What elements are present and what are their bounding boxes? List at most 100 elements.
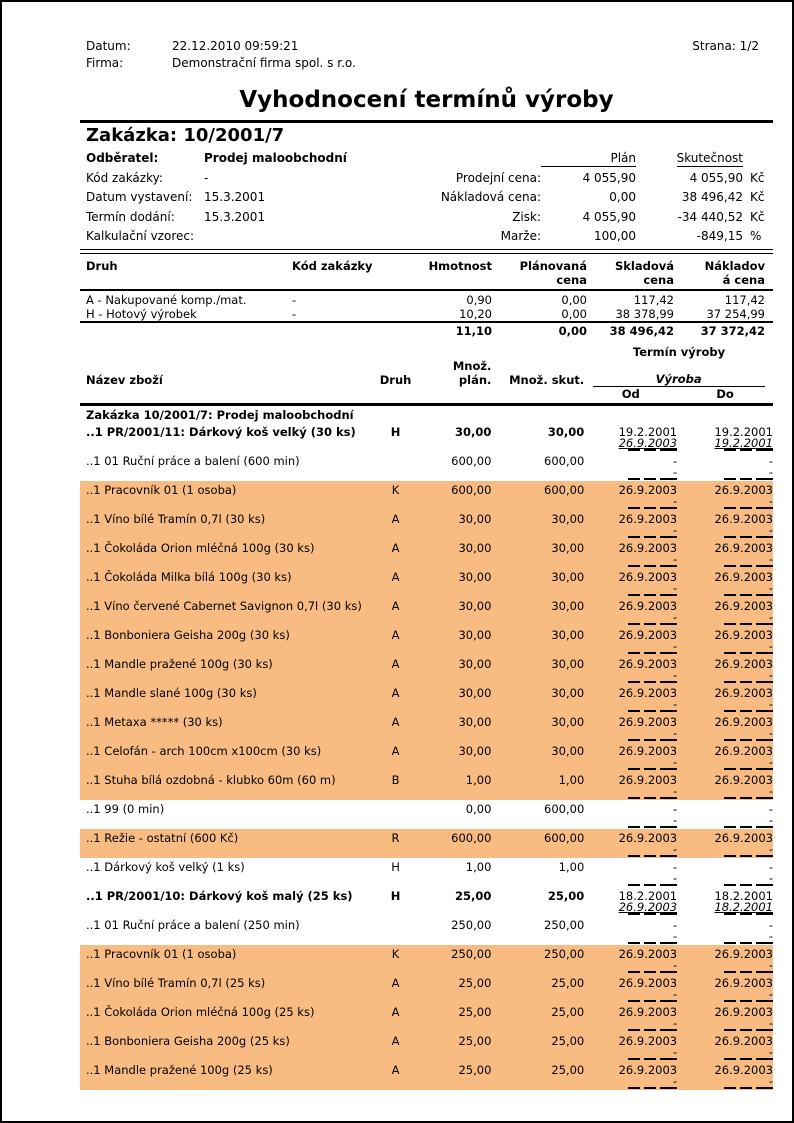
- item-mnoz-skut: 600,00: [544, 453, 585, 468]
- item-do-date-1: 26.9.2003: [714, 511, 773, 526]
- item-do-date-1: 26.9.2003: [714, 569, 773, 584]
- price-unit: %: [750, 229, 762, 243]
- item-do-date-2: 18.2.2001: [714, 899, 773, 914]
- order-field-label: Datum vystavení:: [86, 190, 193, 204]
- item-od-date-1: -: [672, 917, 678, 932]
- item-name: ..1 01 Ruční práce a balení (600 min): [86, 453, 300, 468]
- item-do-date-2: -: [768, 609, 773, 624]
- price-skutecnost-value: 38 496,42: [681, 190, 743, 204]
- table-row: ..1 Mandle slané 100g (30 ks) A 30,00 30…: [80, 683, 773, 713]
- item-druh: A: [391, 627, 400, 642]
- item-druh: A: [391, 1062, 400, 1077]
- item-od-date-1: 26.9.2003: [618, 946, 678, 961]
- table-row: ..1 PR/2001/10: Dárkový koš malý (25 ks)…: [80, 887, 773, 916]
- date-placeholder-underline: [584, 1086, 678, 1089]
- item-do-date-2: 19.2.2001: [714, 435, 773, 450]
- item-druh: A: [391, 540, 400, 555]
- item-do-date-2: -: [768, 812, 773, 827]
- table-row: ..1 Víno červené Cabernet Savignon 0,7l …: [80, 596, 773, 626]
- section-divider-double: [80, 248, 773, 254]
- summary-total-divider: [80, 320, 773, 323]
- item-od-date-2: -: [672, 783, 678, 798]
- summary-header-divider: [80, 288, 773, 291]
- item-od-date-1: 26.9.2003: [618, 656, 678, 671]
- item-do-date-1: 26.9.2003: [714, 714, 773, 729]
- item-mnoz-plan: 25,00: [458, 1004, 492, 1019]
- col-header-vyroba: Výroba: [584, 372, 773, 387]
- col-header-termin-vyroby: Termín výroby: [632, 344, 726, 359]
- item-druh: B: [391, 772, 400, 787]
- summary-kod: -: [292, 292, 297, 307]
- item-mnoz-skut: 600,00: [544, 482, 585, 497]
- order-fields: Odběratel: Prodej maloobchodní Kód zakáz…: [80, 149, 406, 247]
- table-row: ..1 Mandle pražené 100g (30 ks) A 30,00 …: [80, 654, 773, 684]
- item-mnoz-plan: 30,00: [458, 743, 492, 758]
- summary-table: Druh Kód zakázky Hmotnost Plánovaná cena …: [80, 259, 773, 340]
- item-od-date-2: 26.9.2003: [618, 899, 678, 914]
- item-do-date-1: 26.9.2003: [714, 482, 773, 497]
- item-name: ..1 Čokoláda Orion mléčná 100g (30 ks): [86, 540, 315, 555]
- price-plan-value: 0,00: [609, 190, 636, 204]
- summary-total-row: 11,10 0,00 38 496,42 37 372,42: [80, 323, 773, 340]
- col-header-nazev-zbozi: Název zboží: [86, 372, 163, 387]
- item-mnoz-skut: 600,00: [544, 830, 585, 845]
- item-druh: A: [391, 975, 400, 990]
- item-mnoz-plan: 600,00: [451, 830, 492, 845]
- item-do-date-1: 19.2.2001: [714, 424, 773, 439]
- item-druh: R: [391, 830, 400, 845]
- report-title: Vyhodnocení termínů výroby: [239, 87, 614, 113]
- item-od-date-1: 26.9.2003: [618, 830, 678, 845]
- date-placeholder-underline: [677, 970, 773, 973]
- summary-skladova-cena: 117,42: [633, 292, 674, 307]
- summary-nakladova-cena: 117,42: [724, 292, 765, 307]
- item-do-date-2: -: [768, 870, 773, 885]
- date-placeholder-underline: [584, 1057, 678, 1060]
- item-mnoz-plan: 600,00: [451, 453, 492, 468]
- item-do-date-1: 26.9.2003: [714, 685, 773, 700]
- item-name: ..1 Víno bílé Tramín 0,7l (30 ks): [86, 511, 266, 526]
- item-name: ..1 99 (0 min): [86, 801, 165, 816]
- item-name: ..1 Pracovník 01 (1 osoba): [86, 946, 237, 961]
- item-mnoz-skut: 25,00: [547, 888, 585, 903]
- item-od-date-1: 26.9.2003: [618, 627, 678, 642]
- item-od-date-2: -: [672, 493, 678, 508]
- table-row: ..1 01 Ruční práce a balení (600 min) 60…: [80, 452, 773, 481]
- total-nakladova-cena: 37 372,42: [700, 323, 765, 338]
- item-od-date-1: 18.2.2001: [618, 888, 678, 903]
- item-mnoz-skut: 250,00: [544, 917, 585, 932]
- date-placeholder-underline: [677, 535, 773, 538]
- item-do-date-2: -: [768, 754, 773, 769]
- item-druh: H: [391, 859, 400, 874]
- item-do-date-1: 26.9.2003: [714, 627, 773, 642]
- item-do-date-2: -: [768, 928, 773, 943]
- item-od-date-2: -: [672, 609, 678, 624]
- plan-column-header: Plán: [541, 149, 636, 167]
- date-placeholder-underline: [677, 593, 773, 596]
- summary-planovana-cena: 0,00: [561, 306, 587, 321]
- item-do-date-1: -: [768, 859, 773, 874]
- summary-header-row: Druh Kód zakázky Hmotnost Plánovaná cena …: [80, 259, 773, 289]
- price-skutecnost-value: -849,15: [696, 229, 743, 243]
- document-header: Datum: Firma: 22.12.2010 09:59:21 Demons…: [80, 38, 773, 72]
- item-do-date-1: 26.9.2003: [714, 772, 773, 787]
- date-placeholder-underline: [677, 999, 773, 1002]
- item-od-date-2: -: [672, 1015, 678, 1030]
- item-od-date-2: -: [672, 725, 678, 740]
- item-do-date-2: -: [768, 522, 773, 537]
- item-do-date-1: 26.9.2003: [714, 1062, 773, 1077]
- item-do-date-1: 26.9.2003: [714, 830, 773, 845]
- item-name: ..1 Bonboniera Geisha 200g (25 ks): [86, 1033, 290, 1048]
- item-druh: K: [391, 482, 400, 497]
- item-od-date-1: 26.9.2003: [618, 540, 678, 555]
- price-skutecnost-value: -34 440,52: [677, 209, 743, 224]
- item-od-date-2: -: [672, 638, 678, 653]
- item-druh: A: [391, 1004, 400, 1019]
- price-plan-value: 4 055,90: [582, 209, 636, 224]
- item-name: ..1 Metaxa ***** (30 ks): [86, 714, 223, 729]
- item-mnoz-skut: 600,00: [544, 801, 585, 816]
- item-do-date-1: 26.9.2003: [714, 656, 773, 671]
- item-druh: A: [391, 714, 400, 729]
- date-placeholder-underline: [677, 796, 773, 799]
- item-mnoz-plan: 250,00: [451, 917, 492, 932]
